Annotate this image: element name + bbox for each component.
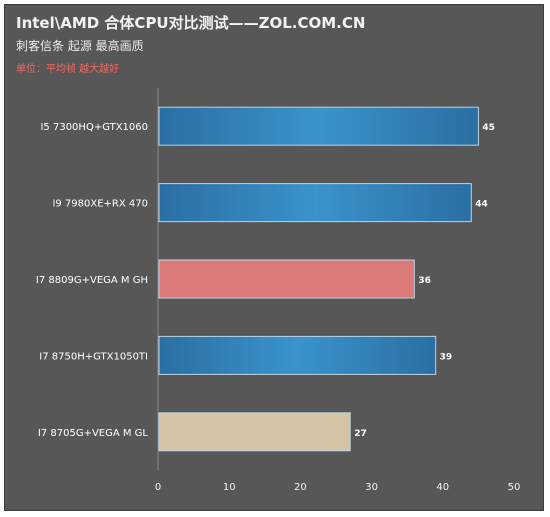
x-tick-label: 20 — [294, 482, 307, 493]
unit-note: 单位：平均帧 越大越好 — [16, 64, 120, 75]
x-tick-label: 30 — [365, 482, 378, 493]
x-tick-label: 50 — [508, 482, 521, 493]
category-label: I5 7300HQ+GTX1060 — [40, 122, 148, 133]
x-tick-label: 10 — [223, 482, 236, 493]
category-label: I7 8809G+VEGA M GH — [36, 275, 148, 286]
value-label: 45 — [482, 123, 495, 133]
chart-subtitle: 刺客信条 起源 最高画质 — [16, 39, 144, 53]
value-label: 27 — [354, 429, 367, 439]
value-label: 44 — [475, 200, 488, 210]
bar — [158, 106, 479, 146]
bar — [158, 183, 472, 223]
value-label: 36 — [418, 276, 431, 286]
value-label: 39 — [440, 352, 453, 362]
bar — [158, 335, 437, 375]
category-label: I7 8750H+GTX1050TI — [39, 351, 148, 362]
x-tick-label: 40 — [436, 482, 449, 493]
bar — [158, 259, 415, 299]
category-label: I9 7980XE+RX 470 — [52, 199, 148, 210]
chart-title: Intel\AMD 合体CPU对比测试——ZOL.COM.CN — [16, 14, 366, 32]
bar — [158, 412, 351, 452]
x-tick-label: 0 — [155, 482, 161, 493]
category-label: I7 8705G+VEGA M GL — [38, 428, 149, 439]
